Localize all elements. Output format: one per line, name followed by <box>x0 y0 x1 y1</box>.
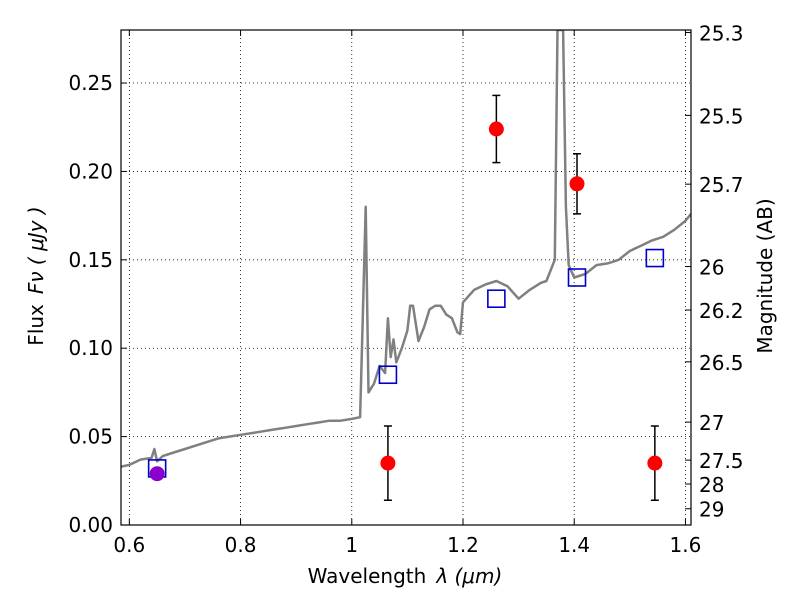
plot-border <box>120 29 692 526</box>
y-axis-ticks: 0.00 0.05 0.10 0.15 0.20 0.25 <box>68 71 127 537</box>
y2-tick-label: 28 <box>699 473 724 497</box>
x-tick-label: 1 <box>345 533 358 557</box>
x-tick-label: 0.8 <box>225 533 257 557</box>
x-tick-label: 0.6 <box>113 533 145 557</box>
observed-point-marker <box>569 176 585 192</box>
spectrum-line <box>121 30 691 468</box>
observed-point-marker <box>647 455 663 471</box>
model-square-marker <box>487 289 506 309</box>
x-axis-title: Wavelength λ (μm) <box>308 564 503 588</box>
y2-tick-label: 27 <box>699 411 724 435</box>
y-tick-label: 0.00 <box>68 513 113 537</box>
y2-tick-label: 26.5 <box>699 351 744 375</box>
y-tick-label: 0.10 <box>68 336 113 360</box>
y-tick-label: 0.15 <box>68 248 113 272</box>
observed-point-marker <box>488 121 504 137</box>
x-tick-label: 1.6 <box>670 533 702 557</box>
y2-tick-label: 29 <box>699 498 724 522</box>
model-square-marker <box>645 248 665 268</box>
y-tick-label: 0.05 <box>68 425 113 449</box>
y-tick-label: 0.20 <box>68 159 113 183</box>
y2-tick-label: 25.3 <box>699 21 744 45</box>
grid-lines <box>121 30 691 525</box>
x-tick-label: 1.2 <box>447 533 479 557</box>
plot-frame <box>120 29 692 526</box>
y-axis-title: FluxFν ( μJy ) <box>24 206 48 345</box>
y2-tick-label: 25.7 <box>699 173 744 197</box>
model-photometry-series <box>147 248 665 478</box>
y2-tick-label: 26 <box>699 256 724 280</box>
observed-point-marker <box>380 455 396 471</box>
model-square-marker <box>567 268 587 287</box>
y2-axis-title: Magnitude (AB) <box>753 198 777 353</box>
x-tick-label: 1.4 <box>558 533 590 557</box>
model-square-marker <box>378 365 398 385</box>
y2-tick-label: 27.5 <box>699 449 744 473</box>
x-axis-ticks: 0.6 0.8 1 1.2 1.4 1.6 <box>113 30 701 557</box>
y2-tick-label: 26.2 <box>699 299 744 323</box>
y2-tick-label: 25.5 <box>699 104 744 128</box>
y-tick-label: 0.25 <box>68 71 113 95</box>
spectrum-series <box>121 30 691 468</box>
observed-photometry-series <box>149 94 663 501</box>
observed-point-marker <box>149 466 165 482</box>
